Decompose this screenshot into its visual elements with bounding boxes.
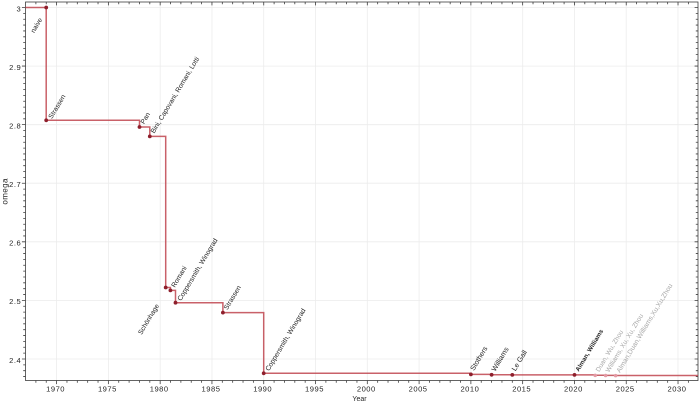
svg-text:1985: 1985 (202, 385, 221, 394)
svg-text:2.9: 2.9 (9, 63, 21, 72)
svg-text:omega: omega (1, 178, 10, 205)
svg-text:1990: 1990 (253, 385, 272, 394)
svg-text:2.4: 2.4 (9, 356, 21, 365)
svg-text:1970: 1970 (46, 385, 65, 394)
svg-text:2025: 2025 (616, 385, 635, 394)
svg-text:2.7: 2.7 (9, 180, 21, 189)
svg-text:2005: 2005 (409, 385, 428, 394)
svg-text:2020: 2020 (564, 385, 583, 394)
svg-text:2010: 2010 (460, 385, 479, 394)
svg-text:2015: 2015 (512, 385, 531, 394)
svg-text:1980: 1980 (150, 385, 169, 394)
svg-text:2.6: 2.6 (9, 239, 21, 248)
svg-text:Year: Year (352, 396, 367, 402)
svg-text:2.5: 2.5 (9, 297, 21, 306)
svg-text:2030: 2030 (668, 385, 687, 394)
svg-text:1995: 1995 (305, 385, 324, 394)
svg-text:1975: 1975 (98, 385, 117, 394)
svg-text:2000: 2000 (357, 385, 376, 394)
svg-text:2.8: 2.8 (9, 122, 21, 131)
svg-text:3: 3 (16, 4, 21, 13)
